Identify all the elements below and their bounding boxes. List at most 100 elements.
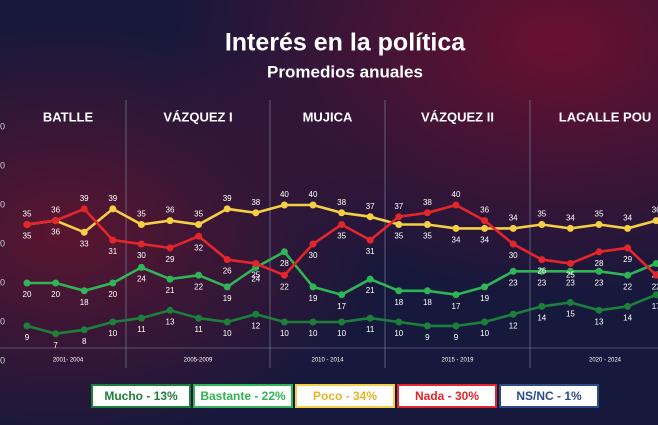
- period-years: 2001- 2004: [53, 358, 84, 364]
- data-label: 18: [80, 298, 89, 307]
- y-tick-label: 50: [0, 160, 5, 170]
- data-label: 17: [652, 302, 658, 311]
- legend-box: [193, 384, 293, 408]
- data-label: 11: [194, 325, 203, 334]
- data-label: 17: [452, 302, 461, 311]
- data-point: [166, 244, 174, 252]
- data-point: [195, 221, 203, 228]
- data-point: [509, 224, 517, 232]
- data-label: 19: [223, 294, 232, 303]
- data-label: 40: [309, 190, 318, 199]
- data-label: 32: [194, 243, 203, 252]
- data-point: [452, 322, 460, 330]
- data-point: [223, 318, 231, 326]
- data-point: [395, 287, 403, 295]
- data-point: [80, 326, 88, 334]
- data-point: [566, 299, 574, 306]
- data-label: 34: [566, 214, 575, 223]
- period-label: VÁZQUEZ II: [421, 109, 494, 124]
- data-label: 36: [51, 206, 60, 215]
- data-label: 37: [394, 202, 403, 211]
- data-label: 25: [251, 271, 260, 280]
- data-point: [624, 271, 632, 279]
- data-label: 10: [280, 329, 289, 338]
- data-point: [538, 302, 546, 310]
- data-point: [338, 318, 346, 326]
- data-label: 8: [82, 337, 87, 346]
- data-label: 12: [509, 321, 518, 330]
- data-point: [395, 221, 403, 228]
- data-label: 21: [166, 286, 175, 295]
- data-label: 26: [537, 267, 546, 276]
- data-point: [338, 291, 346, 299]
- period-years: 2015 - 2019: [441, 358, 474, 364]
- data-point: [80, 228, 88, 236]
- data-label: 35: [537, 210, 546, 219]
- data-point: [366, 213, 374, 221]
- data-point: [595, 267, 603, 275]
- data-point: [566, 224, 574, 232]
- data-label: 7: [53, 341, 58, 350]
- data-point: [223, 283, 231, 291]
- data-label: 34: [480, 236, 489, 245]
- data-point: [481, 283, 489, 291]
- legend-box: [397, 384, 497, 408]
- data-point: [423, 322, 431, 330]
- data-label: 19: [480, 294, 489, 303]
- data-point: [423, 287, 431, 295]
- data-label: 28: [595, 259, 604, 268]
- data-point: [595, 221, 603, 228]
- data-point: [23, 322, 31, 330]
- data-point: [338, 221, 346, 228]
- data-point: [23, 279, 31, 287]
- data-point: [423, 221, 431, 228]
- data-label: 24: [251, 275, 260, 284]
- data-point: [652, 217, 658, 225]
- data-point: [309, 318, 317, 326]
- data-label: 10: [309, 329, 318, 338]
- period-years: 2010 - 2014: [311, 358, 344, 364]
- data-label: 11: [366, 325, 375, 334]
- data-label: 14: [623, 314, 632, 323]
- data-point: [652, 271, 658, 279]
- data-point: [652, 291, 658, 299]
- data-label: 31: [108, 247, 117, 256]
- period-label: LACALLE POU: [559, 109, 651, 124]
- data-label: 22: [280, 282, 289, 291]
- data-label: 23: [537, 278, 546, 287]
- data-label: 26: [223, 267, 232, 276]
- data-label: 23: [566, 278, 575, 287]
- data-label: 10: [108, 329, 117, 338]
- data-label: 35: [595, 210, 604, 219]
- data-point: [252, 260, 260, 267]
- data-label: 18: [423, 298, 432, 307]
- data-point: [538, 267, 546, 275]
- data-label: 36: [652, 206, 658, 215]
- data-point: [338, 209, 346, 217]
- y-tick-label: 30: [0, 238, 5, 248]
- data-label: 34: [509, 214, 518, 223]
- data-point: [23, 221, 31, 228]
- data-point: [538, 221, 546, 228]
- data-label: 15: [566, 310, 575, 319]
- data-point: [166, 306, 174, 314]
- data-point: [652, 260, 658, 267]
- data-label: 9: [25, 333, 30, 342]
- data-label: 9: [454, 333, 459, 342]
- data-label: 25: [566, 271, 575, 280]
- data-point: [395, 213, 403, 221]
- data-point: [366, 314, 374, 322]
- data-point: [309, 201, 317, 209]
- data-label: 13: [595, 317, 604, 326]
- data-point: [252, 209, 260, 217]
- data-point: [80, 287, 88, 295]
- data-point: [509, 240, 517, 248]
- data-label: 35: [137, 210, 146, 219]
- data-label: 29: [166, 255, 175, 264]
- data-point: [166, 217, 174, 225]
- data-point: [137, 221, 145, 228]
- period-years: 2005-2009: [184, 358, 213, 364]
- data-point: [109, 279, 117, 287]
- period-label: VÁZQUEZ I: [163, 109, 232, 124]
- data-label: 39: [223, 194, 232, 203]
